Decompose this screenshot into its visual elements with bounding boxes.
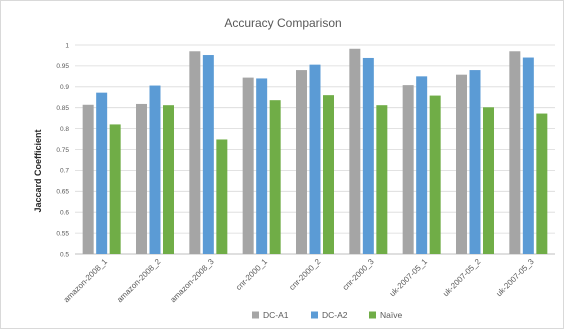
bar-dc-a2-cnr-2000-3 bbox=[362, 57, 374, 254]
legend-item: DC-A2 bbox=[311, 310, 348, 320]
legend-label: DC-A1 bbox=[263, 310, 289, 320]
legend-swatch bbox=[252, 311, 259, 319]
bar-dc-a2-uk-2007-05-1 bbox=[416, 76, 428, 254]
x-tick-label: cnr-2000_2 bbox=[287, 257, 322, 292]
y-tick-label: 0.7 bbox=[60, 168, 69, 175]
x-tick-label: amazon-2008_3 bbox=[168, 257, 216, 305]
legend-label: DC-A2 bbox=[322, 310, 348, 320]
bar-na-ve-uk-2007-05-3 bbox=[536, 113, 548, 254]
bar-dc-a1-amazon-2008-1 bbox=[82, 104, 94, 254]
bar-na-ve-uk-2007-05-1 bbox=[429, 95, 441, 254]
bar-dc-a1-cnr-2000-1 bbox=[242, 77, 254, 254]
x-tick-label: uk-2007-05_1 bbox=[388, 257, 430, 299]
y-tick-label: 0.85 bbox=[56, 105, 69, 112]
bar-dc-a2-cnr-2000-2 bbox=[309, 64, 321, 254]
bar-dc-a2-cnr-2000-1 bbox=[256, 78, 268, 254]
x-tick-label: amazon-2008_1 bbox=[62, 257, 110, 305]
bar-na-ve-cnr-2000-2 bbox=[323, 95, 334, 254]
bar-na-ve-cnr-2000-1 bbox=[269, 100, 281, 255]
x-tick-label: cnr-2000_1 bbox=[234, 257, 269, 292]
y-tick-label: 0.65 bbox=[56, 189, 69, 196]
bar-dc-a2-uk-2007-05-3 bbox=[522, 57, 534, 254]
bar-dc-a1-uk-2007-05-3 bbox=[509, 51, 521, 254]
bar-dc-a1-cnr-2000-2 bbox=[296, 70, 307, 254]
legend-item: Naïve bbox=[369, 310, 402, 320]
x-tick-label: cnr-2000_3 bbox=[341, 257, 376, 292]
bar-na-ve-cnr-2000-3 bbox=[376, 105, 388, 254]
y-tick-label: 0.8 bbox=[60, 126, 69, 133]
bar-dc-a2-amazon-2008-3 bbox=[202, 55, 214, 255]
x-tick-label: uk-2007-05_2 bbox=[441, 257, 483, 299]
bar-dc-a2-amazon-2008-2 bbox=[149, 85, 161, 255]
y-tick-label: 0.5 bbox=[60, 251, 69, 258]
y-tick-label: 0.9 bbox=[60, 84, 69, 91]
bar-dc-a1-amazon-2008-2 bbox=[136, 103, 147, 254]
x-tick-label: uk-2007-05_3 bbox=[494, 257, 536, 299]
y-tick-label: 1 bbox=[65, 42, 69, 49]
bar-dc-a1-uk-2007-05-1 bbox=[402, 85, 414, 255]
bar-dc-a1-cnr-2000-3 bbox=[349, 48, 361, 255]
bar-dc-a2-uk-2007-05-2 bbox=[469, 70, 481, 254]
legend-swatch bbox=[369, 311, 376, 319]
bars bbox=[82, 48, 548, 255]
y-tick-label: 0.75 bbox=[56, 147, 69, 154]
y-axis-ticks: 0.5 0.55 0.6 0.65 0.7 0.75 0.8 0.85 0.9 0.95 1 bbox=[56, 42, 69, 258]
legend-label: Naïve bbox=[380, 310, 402, 320]
y-tick-label: 0.95 bbox=[56, 63, 69, 70]
legend: DC-A1 DC-A2 Naïve bbox=[252, 310, 402, 320]
bar-na-ve-amazon-2008-2 bbox=[163, 105, 174, 254]
bar-na-ve-amazon-2008-1 bbox=[109, 124, 121, 254]
x-axis-ticks: amazon-2008_1 amazon-2008_2 amazon-2008_3 c… bbox=[62, 257, 536, 305]
y-tick-label: 0.6 bbox=[60, 210, 69, 217]
bar-dc-a1-amazon-2008-3 bbox=[189, 51, 201, 254]
y-axis-label: Jaccard Coefficient bbox=[33, 129, 43, 212]
bar-na-ve-uk-2007-05-2 bbox=[483, 107, 494, 254]
chart-title: Accuracy Comparison bbox=[224, 16, 341, 30]
bar-na-ve-amazon-2008-3 bbox=[216, 139, 228, 254]
bar-dc-a2-amazon-2008-1 bbox=[96, 92, 108, 254]
legend-swatch bbox=[311, 311, 318, 319]
bar-dc-a1-uk-2007-05-2 bbox=[456, 74, 467, 254]
y-tick-label: 0.55 bbox=[56, 230, 69, 237]
legend-item: DC-A1 bbox=[252, 310, 289, 320]
x-tick-label: amazon-2008_2 bbox=[115, 257, 163, 305]
